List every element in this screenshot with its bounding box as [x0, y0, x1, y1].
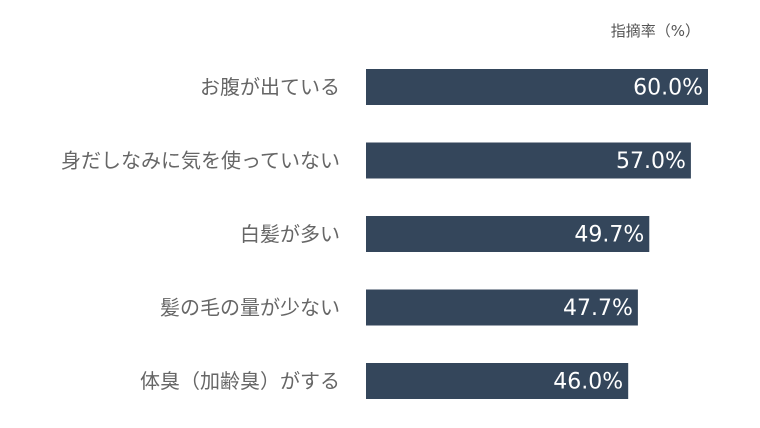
bar — [366, 363, 629, 399]
category-label: お腹が出ている — [200, 75, 340, 99]
value-label: 49.7% — [574, 223, 644, 248]
unit-label: 指摘率（%） — [610, 22, 700, 40]
category-label: 身だしなみに気を使っていない — [61, 149, 340, 173]
category-label: 白髪が多い — [240, 222, 340, 246]
bar — [366, 216, 650, 252]
value-label: 60.0% — [633, 76, 703, 101]
value-label: 57.0% — [616, 149, 686, 174]
bar — [366, 69, 708, 105]
bar — [366, 142, 691, 179]
value-label: 46.0% — [553, 370, 623, 395]
bar — [366, 289, 638, 326]
category-label: 体臭（加齢臭）がする — [140, 369, 340, 393]
value-label: 47.7% — [563, 296, 633, 321]
category-label: 髪の毛の量が少ない — [160, 296, 340, 320]
bars-layer: お腹が出ている 60.0% 身だしなみに気を使っていない 57.0% 白髪が多い 49.7… — [61, 69, 708, 399]
